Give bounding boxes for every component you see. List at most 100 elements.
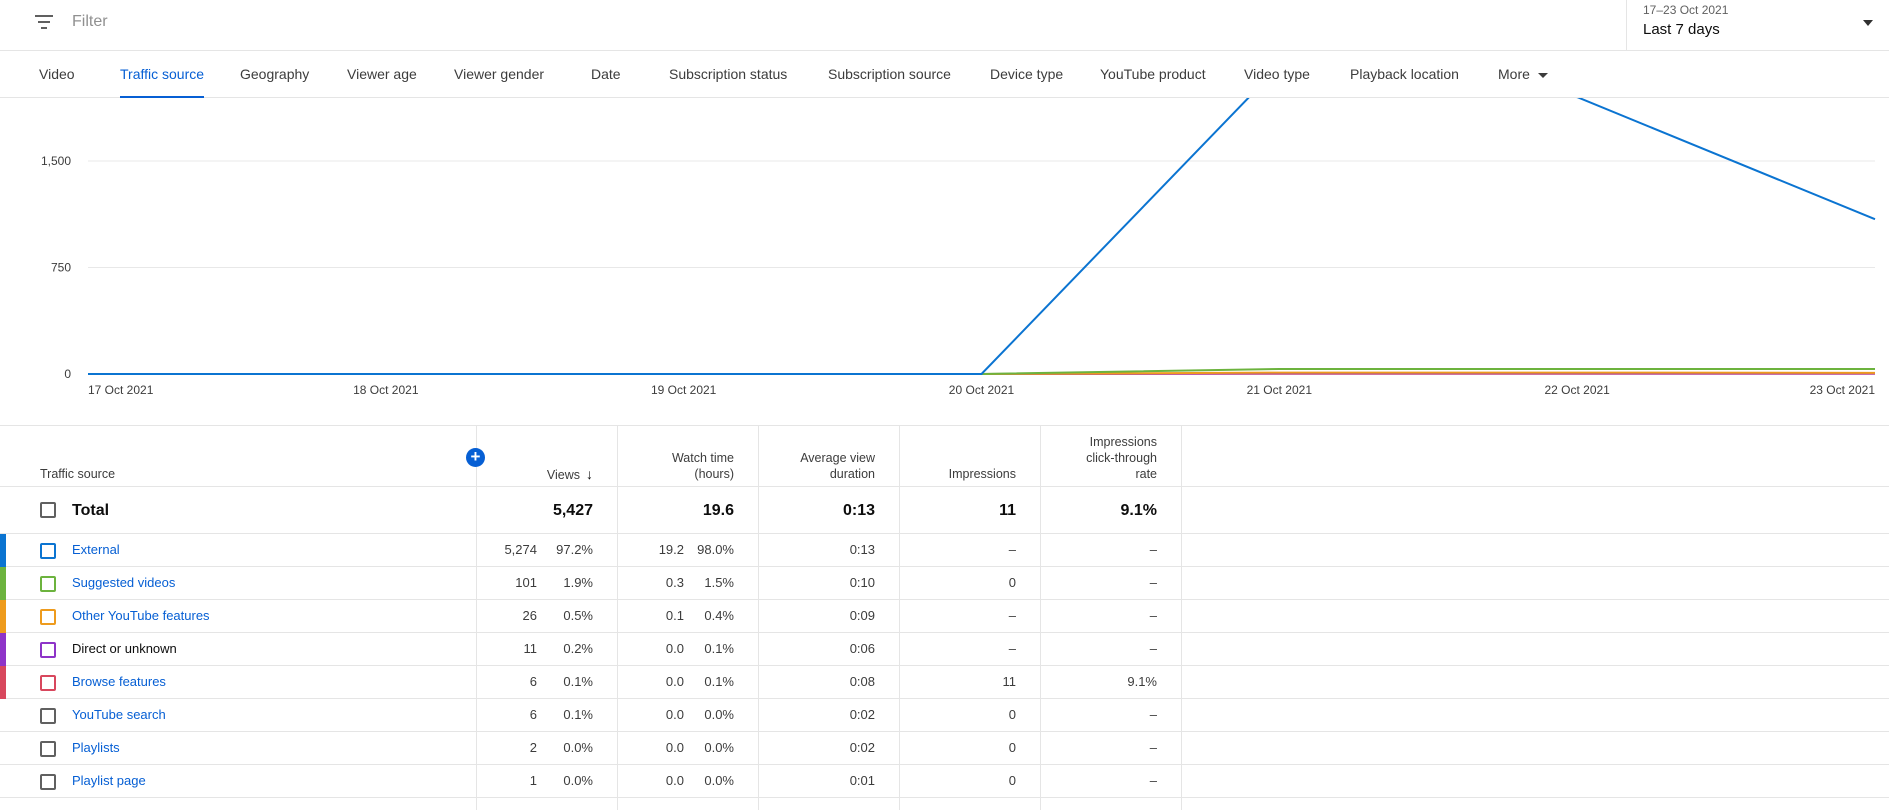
avd-value: 0:02	[849, 740, 875, 755]
y-tick-label: 1,500	[41, 154, 71, 168]
avd-value: 0:06	[849, 641, 875, 656]
traffic-source-name[interactable]: YouTube search	[72, 707, 166, 722]
table-row: Suggested videos 101 1.9% 0.3 1.5% 0:10 0 –	[0, 567, 1889, 600]
column-divider	[476, 425, 477, 810]
tab-date[interactable]: Date	[591, 66, 621, 82]
impressions-value: –	[1008, 641, 1016, 656]
traffic-source-table: Traffic source + Views ↓ Watch time (hours…	[0, 425, 1889, 810]
row-checkbox[interactable]	[40, 675, 56, 691]
header-ctr[interactable]: Impressions click-through rate	[1086, 434, 1157, 482]
avd-value: 0:02	[849, 707, 875, 722]
tab-viewer-gender[interactable]: Viewer gender	[454, 66, 545, 82]
tab-traffic-source[interactable]: Traffic source	[120, 51, 205, 98]
table-row: YouTube search 6 0.1% 0.0 0.0% 0:02 0 –	[0, 699, 1889, 732]
row-checkbox[interactable]	[40, 576, 56, 592]
traffic-source-name: Direct or unknown	[72, 641, 177, 656]
watch-time-percent: 0.0%	[704, 707, 734, 722]
x-tick-label: 18 Oct 2021	[353, 383, 419, 397]
table-row: Direct or unknown 11 0.2% 0.0 0.1% 0:06 – –	[0, 633, 1889, 666]
row-checkbox[interactable]	[40, 642, 56, 658]
watch-time-value: 0.0	[665, 773, 684, 788]
date-range-dates: 17–23 Oct 2021	[1643, 3, 1729, 17]
column-divider	[899, 425, 900, 810]
watch-time-value: 0.0	[665, 674, 684, 689]
impressions-value: 11	[1002, 674, 1017, 689]
column-divider	[758, 425, 759, 810]
row-checkbox[interactable]	[40, 609, 56, 625]
impressions-value: 0	[1008, 740, 1016, 755]
watch-time-value: 0.0	[665, 707, 684, 722]
tab-youtube-product[interactable]: YouTube product	[1100, 66, 1206, 82]
x-tick-label: 20 Oct 2021	[949, 383, 1015, 397]
watch-time-percent: 0.1%	[704, 641, 734, 656]
impressions-value: 0	[1008, 707, 1016, 722]
total-avd: 0:13	[842, 502, 875, 519]
avd-value: 0:13	[849, 542, 875, 557]
avd-value: 0:01	[849, 773, 875, 788]
views-value: 101	[515, 575, 537, 590]
traffic-source-name[interactable]: Suggested videos	[72, 575, 176, 590]
views-percent: 97.2%	[556, 542, 593, 557]
views-value: 5,274	[504, 542, 537, 557]
ctr-value: –	[1149, 608, 1157, 623]
header-impressions[interactable]: Impressions	[948, 467, 1016, 481]
row-checkbox[interactable]	[40, 708, 56, 724]
views-percent: 0.2%	[563, 641, 593, 656]
ctr-value: –	[1149, 773, 1157, 788]
filter-icon[interactable]	[34, 15, 54, 29]
traffic-source-name[interactable]: Browse features	[72, 674, 166, 689]
total-watch-time: 19.6	[702, 502, 734, 519]
caret-down-icon	[1863, 20, 1873, 26]
views-percent: 0.0%	[563, 773, 593, 788]
tab-viewer-age[interactable]: Viewer age	[347, 66, 417, 82]
tab-more[interactable]: More	[1498, 51, 1548, 98]
impressions-value: 0	[1008, 575, 1016, 590]
impressions-value: 0	[1008, 773, 1016, 788]
header-traffic-source[interactable]: Traffic source	[40, 467, 116, 481]
table-row: Playlist page 1 0.0% 0.0 0.0% 0:01 0 –	[0, 765, 1889, 798]
tab-subscription-source[interactable]: Subscription source	[828, 66, 951, 82]
watch-time-value: 0.3	[665, 575, 684, 590]
total-checkbox[interactable]	[40, 502, 56, 518]
views-value: 26	[522, 608, 537, 623]
watch-time-percent: 0.1%	[704, 674, 734, 689]
table-row: Playlists 2 0.0% 0.0 0.0% 0:02 0 –	[0, 732, 1889, 765]
watch-time-value: 0.0	[665, 740, 684, 755]
traffic-source-name[interactable]: Playlists	[72, 740, 120, 755]
filter-bar: Filter 17–23 Oct 2021 Last 7 days	[0, 0, 1889, 51]
row-checkbox[interactable]	[40, 543, 56, 559]
tab-video[interactable]: Video	[39, 66, 75, 82]
traffic-source-name[interactable]: External	[72, 542, 120, 557]
ctr-value: –	[1149, 707, 1157, 722]
arrow-down-icon: ↓	[586, 466, 593, 482]
date-range-picker[interactable]: 17–23 Oct 2021 Last 7 days	[1626, 0, 1889, 51]
tab-geography[interactable]: Geography	[240, 66, 310, 82]
tab-video-type[interactable]: Video type	[1244, 66, 1310, 82]
header-watch-time-line1: Watch time	[671, 451, 734, 465]
x-tick-label: 17 Oct 2021	[88, 383, 154, 397]
watch-time-value: 19.2	[658, 542, 684, 557]
x-tick-label: 19 Oct 2021	[651, 383, 717, 397]
header-watch-time-line2: (hours)	[694, 467, 734, 481]
traffic-source-name[interactable]: Playlist page	[72, 773, 146, 788]
impressions-value: –	[1008, 608, 1016, 623]
series-line-external[interactable]	[88, 98, 1876, 375]
filter-input[interactable]: Filter	[72, 13, 108, 30]
tab-playback-location[interactable]: Playback location	[1350, 66, 1459, 82]
column-divider	[1040, 425, 1041, 810]
header-views[interactable]: Views ↓	[547, 466, 593, 483]
tab-subscription-status[interactable]: Subscription status	[669, 66, 788, 82]
ctr-value: –	[1149, 575, 1157, 590]
series-color-bar	[0, 567, 6, 600]
row-checkbox[interactable]	[40, 774, 56, 790]
chart-svg: 1,500 750 0 17 Oct 2021 18 Oct 2021 19 Oct 20…	[41, 98, 1876, 397]
traffic-source-name[interactable]: Other YouTube features	[72, 608, 210, 623]
line-chart: 1,500 750 0 17 Oct 2021 18 Oct 2021 19 Oct 20…	[0, 98, 1889, 408]
tab-device-type[interactable]: Device type	[990, 66, 1064, 82]
header-watch-time[interactable]: Watch time (hours)	[672, 450, 734, 482]
plus-circle-icon[interactable]: +	[466, 448, 485, 467]
row-checkbox[interactable]	[40, 741, 56, 757]
views-percent: 0.1%	[563, 707, 593, 722]
ctr-value: –	[1149, 740, 1157, 755]
header-average-view-duration[interactable]: Average view duration	[800, 450, 875, 482]
